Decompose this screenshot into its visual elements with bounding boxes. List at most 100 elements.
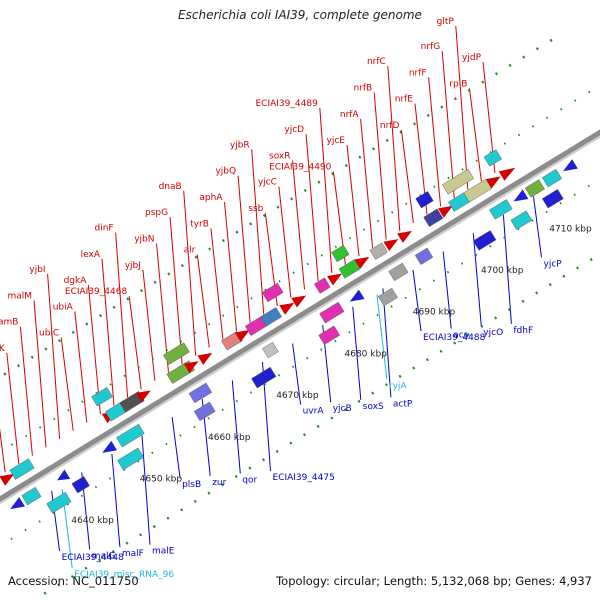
forward-gene-leader-line (360, 118, 374, 248)
reverse-row2-glyph (117, 447, 144, 471)
reverse-block-glyph (414, 247, 434, 265)
reverse-gene-label: plsB (182, 480, 201, 490)
forward-gene-leader-line (74, 311, 88, 423)
reverse-gene-leader-line (533, 196, 542, 258)
forward-gene-label: nrfF (409, 68, 427, 78)
reverse-block-glyph (524, 179, 545, 198)
forward-gene-leader-line (60, 337, 74, 431)
forward-arrow-glyph (291, 295, 307, 308)
reverse-gene-label: zur (212, 478, 226, 488)
reverse-arrow-glyph (563, 159, 578, 172)
forward-row2-glyph (483, 149, 502, 167)
rna-gene-leader-line (376, 294, 388, 380)
forward-arrow-glyph (498, 167, 516, 181)
genome-backbone (0, 129, 600, 502)
reverse-gene-leader-line (171, 417, 181, 479)
reverse-gene-label: yjcO (483, 328, 503, 338)
tick-row-inner-forward (0, 90, 592, 454)
reverse-gene-leader-line (141, 435, 151, 545)
forward-gene-leader-line (0, 428, 6, 473)
reverse-gene-leader-line (472, 233, 482, 327)
forward-gene-leader-line (47, 273, 61, 440)
forward-gene-label: yjbR (230, 140, 250, 150)
forward-arrow-glyph (197, 352, 213, 365)
forward-gene-leader-line (6, 352, 20, 465)
forward-gene-label: dnaB (159, 182, 182, 192)
reverse-gene-label: ECIAI39_4488 (423, 333, 486, 343)
forward-gene-label: yjbI (29, 265, 45, 275)
reverse-block-glyph (388, 262, 409, 282)
forward-gene-leader-line (387, 66, 401, 232)
reverse-gene-label: malF (122, 549, 144, 559)
forward-gene-label: yjbQ (215, 167, 236, 177)
forward-arrow-glyph (485, 176, 501, 189)
forward-gene-label: nrfB (353, 84, 372, 94)
forward-arrow-glyph (135, 390, 151, 403)
forward-block-glyph (260, 307, 282, 327)
forward-gene-label: ubiC (39, 329, 59, 339)
forward-gene-leader-line (101, 258, 115, 406)
reverse-gene-leader-line (111, 453, 121, 548)
forward-gene-label: malK (0, 344, 6, 354)
reverse-arrow-glyph (349, 289, 365, 302)
forward-gene-leader-line (251, 149, 265, 315)
forward-arrow-glyph (383, 239, 399, 252)
reverse-gene-label: actP (393, 399, 413, 409)
forward-arrow-glyph (327, 273, 342, 286)
forward-block-glyph (338, 259, 361, 279)
kbp-scale-label: 4710 kbp (549, 224, 592, 234)
kbp-scale-label: 4670 kbp (276, 391, 319, 401)
reverse-gene-label: uvrA (303, 407, 325, 417)
reverse-arrow-glyph (513, 189, 529, 202)
reverse-block-glyph (319, 301, 345, 324)
forward-gene-label: yjdP (462, 53, 482, 63)
accession-text: Accession: NC_011750 (8, 574, 139, 588)
reverse-block-glyph (489, 199, 513, 220)
kbp-scale-label: 4640 kbp (71, 516, 114, 526)
reverse-row2-glyph (46, 491, 72, 514)
forward-gene-label: rpiB (449, 79, 467, 89)
forward-gene-label: ubiA (53, 302, 74, 312)
reverse-gene-label: ECIAI39_4448 (62, 553, 125, 563)
forward-gene-label: nrfA (340, 110, 360, 120)
forward-gene-leader-line (441, 50, 455, 199)
reverse-gene-label: soxS (363, 402, 384, 412)
forward-gene-leader-line (468, 88, 482, 182)
reverse-gene-label: yjcB (333, 404, 352, 414)
forward-gene-label: ECIAI39_4468 (65, 287, 128, 297)
reverse-gene-label: qor (242, 475, 257, 485)
forward-gene-leader-line (128, 296, 142, 390)
forward-gene-leader-line (237, 175, 251, 323)
rna-gene-label: ECIAI39_misc_RNA_96 (74, 570, 174, 580)
reverse-gene-leader-line (231, 380, 241, 474)
reverse-row2-glyph (71, 476, 90, 494)
reverse-row2-glyph (510, 210, 533, 230)
forward-gene-leader-line (305, 134, 319, 282)
reverse-arrow-glyph (57, 469, 71, 481)
forward-gene-label: alr (184, 246, 196, 256)
forward-gene-leader-line (196, 254, 210, 348)
forward-row2-glyph (442, 168, 474, 195)
tick-row-inner-reverse (10, 178, 600, 540)
forward-gene-leader-line (400, 129, 414, 223)
reverse-gene-label: ECIAI39_4475 (273, 473, 335, 483)
forward-gene-leader-line (455, 25, 469, 190)
kbp-scale-label: 4660 kbp (208, 433, 251, 443)
forward-gene-leader-line (373, 92, 387, 240)
reverse-gene-label: malG (92, 551, 116, 561)
forward-gene-leader-line (183, 190, 197, 356)
forward-gene-label: ECIAI39_4489 (256, 99, 319, 109)
kbp-scale-label: 4700 kbp (481, 266, 524, 276)
forward-block-glyph (314, 277, 331, 294)
forward-gene-label: pspG (145, 208, 168, 218)
forward-arrow-glyph (354, 256, 370, 269)
forward-gene-leader-line (428, 77, 442, 207)
reverse-gene-leader-line (442, 251, 452, 329)
genome-summary-text: Topology: circular; Length: 5,132,068 bp… (276, 574, 592, 588)
reverse-block-glyph (21, 486, 42, 506)
forward-arrow-glyph (279, 302, 295, 315)
reverse-block-glyph (116, 423, 145, 448)
forward-gene-leader-line (346, 145, 360, 257)
reverse-gene-leader-line (382, 288, 392, 398)
